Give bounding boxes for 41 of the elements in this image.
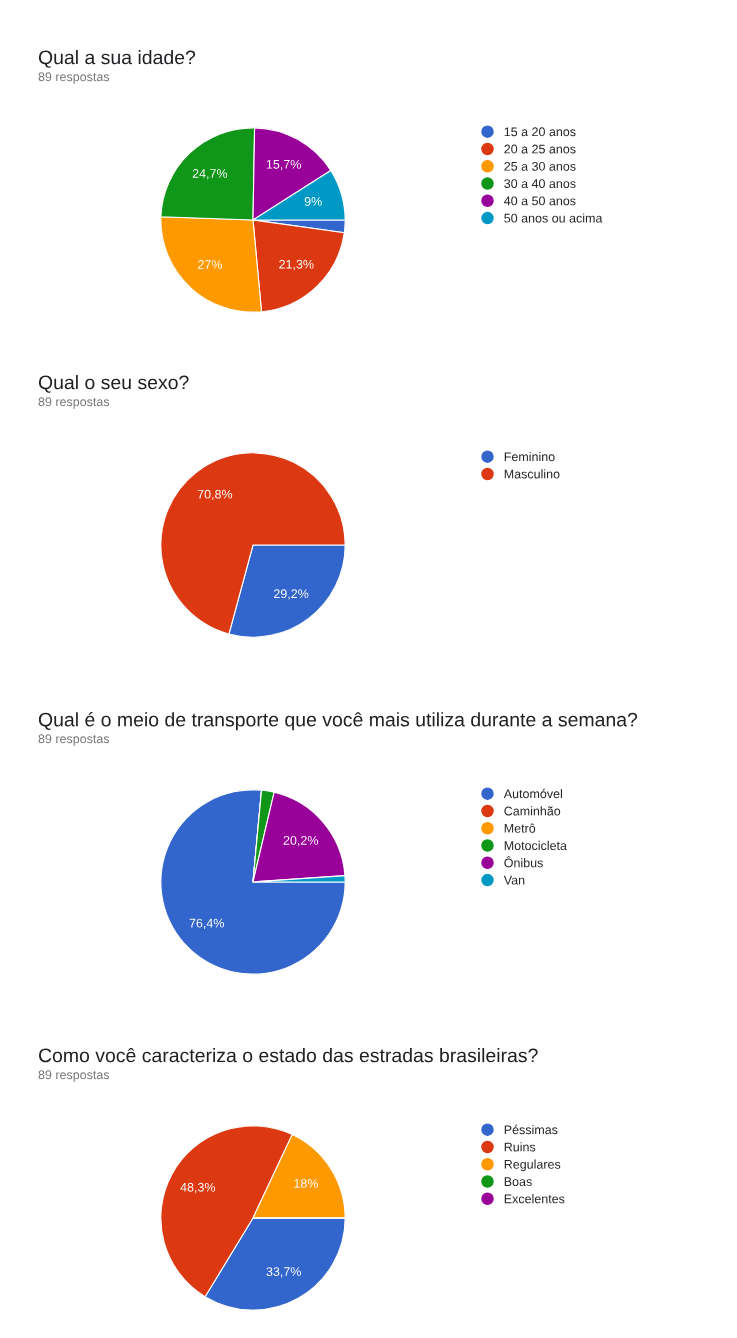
legend-label: Metrô (504, 823, 536, 833)
data-label: 70,8% (197, 489, 233, 501)
legend-label: Péssimas (504, 1124, 558, 1135)
legend-label: Feminino (504, 452, 555, 462)
legend-label: 40 a 50 anos (504, 196, 576, 206)
data-label: 21,3% (279, 259, 314, 271)
legend-label: 20 a 25 anos (504, 144, 576, 154)
legend-label: 15 a 20 anos (504, 127, 576, 137)
legend-label: 50 anos ou acima (504, 213, 603, 223)
legend-label: Motocicleta (504, 840, 567, 851)
chart-subtitle: 89 respostas (38, 397, 110, 409)
chart-title: Qual o seu sexo? (38, 375, 189, 393)
data-label: 29,2% (274, 589, 309, 600)
legend-label: Boas (504, 1177, 532, 1187)
chart-title: Como você caracteriza o estado das estradas brasileiras? (38, 1047, 538, 1063)
data-label: 9% (304, 197, 322, 206)
chart-subtitle: 89 respostas (38, 1070, 110, 1082)
legend-label: Van (503, 875, 525, 885)
data-label: 76,4% (189, 918, 224, 930)
legend-label: 30 a 40 anos (504, 179, 576, 189)
chart-subtitle: 89 respostas (38, 734, 110, 746)
data-label: 20,2% (283, 835, 319, 847)
data-label: 18% (294, 1178, 318, 1188)
data-label: 33,7% (266, 1267, 301, 1278)
data-label: 48,3% (180, 1182, 216, 1194)
data-label: 24,7% (192, 169, 228, 180)
data-label: 27% (198, 260, 223, 269)
legend-label: Caminhão (504, 806, 561, 816)
data-label: 15,7% (266, 159, 301, 171)
legend-label: Ruins (504, 1142, 536, 1152)
chart-title: Qual é o meio de transporte que você mais utiliza durante a semana? (38, 712, 638, 731)
legend-label: Excelentes (504, 1194, 565, 1204)
chart-subtitle: 89 respostas (38, 72, 110, 84)
pie-slice (160, 789, 346, 975)
legend-label: Masculino (504, 469, 560, 479)
legend-label: Automóvel (503, 788, 562, 799)
pie-slice (160, 452, 346, 635)
legend-label: 25 a 30 anos (504, 161, 576, 171)
legend-label: Regulares (504, 1159, 561, 1172)
legend-label: Ônibus (504, 856, 543, 868)
chart-title: Qual a sua idade? (38, 50, 196, 68)
